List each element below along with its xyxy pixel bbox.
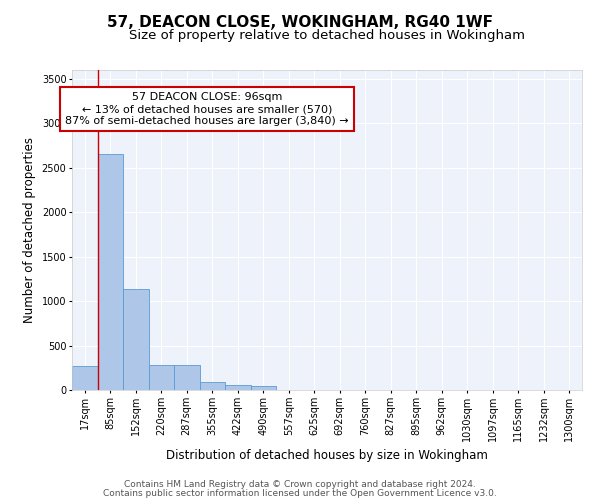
Text: 57 DEACON CLOSE: 96sqm
← 13% of detached houses are smaller (570)
87% of semi-de: 57 DEACON CLOSE: 96sqm ← 13% of detached… (65, 92, 349, 126)
Text: Contains HM Land Registry data © Crown copyright and database right 2024.: Contains HM Land Registry data © Crown c… (124, 480, 476, 489)
X-axis label: Distribution of detached houses by size in Wokingham: Distribution of detached houses by size … (166, 450, 488, 462)
Bar (123, 288, 149, 390)
Text: Contains public sector information licensed under the Open Government Licence v3: Contains public sector information licen… (103, 488, 497, 498)
Bar (251, 386, 276, 390)
Bar (149, 364, 174, 390)
Bar (97, 154, 123, 390)
Title: Size of property relative to detached houses in Wokingham: Size of property relative to detached ho… (129, 30, 525, 43)
Y-axis label: Number of detached properties: Number of detached properties (23, 137, 36, 323)
Bar (225, 385, 251, 390)
Bar (72, 366, 97, 390)
Bar (199, 382, 225, 390)
Bar (174, 364, 199, 390)
Text: 57, DEACON CLOSE, WOKINGHAM, RG40 1WF: 57, DEACON CLOSE, WOKINGHAM, RG40 1WF (107, 15, 493, 30)
